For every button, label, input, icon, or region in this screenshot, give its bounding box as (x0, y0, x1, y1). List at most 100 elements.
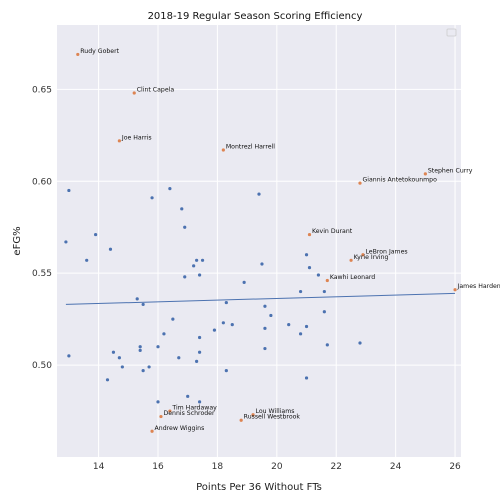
data-point (197, 350, 202, 354)
point-label: Montrezl Harrell (226, 144, 275, 151)
point-label: Russell Westbrook (244, 414, 301, 421)
data-point (94, 232, 98, 237)
labeled-data-point (325, 278, 329, 283)
x-tick-label: 22 (331, 462, 342, 472)
x-tick-label: 20 (271, 462, 283, 472)
data-point (325, 343, 329, 347)
data-point (257, 192, 261, 196)
x-tick-label: 24 (390, 462, 402, 472)
data-point (195, 258, 199, 262)
data-point (304, 253, 309, 257)
point-label: LeBron James (365, 248, 407, 255)
data-point (316, 273, 321, 277)
gridlines (57, 25, 461, 457)
data-point (260, 262, 264, 266)
data-point (322, 310, 326, 314)
data-point (197, 273, 202, 277)
labeled-data-point (453, 288, 457, 292)
labeled-data-point (168, 409, 172, 413)
x-tick-label: 14 (93, 462, 105, 472)
x-tick-label: 18 (212, 462, 224, 472)
data-point (200, 258, 205, 262)
labeled-data-point (150, 429, 154, 433)
labeled-data-point (358, 181, 362, 185)
data-point (171, 317, 175, 321)
point-label: James Harden (457, 283, 500, 290)
data-point (117, 356, 121, 360)
x-axis-ticks: 14 16 18 20 22 24 26 (93, 462, 461, 472)
data-point (150, 196, 154, 200)
point-label: Rudy Gobert (80, 48, 119, 55)
point-label: Kyrie Irving (354, 254, 389, 261)
data-point (304, 376, 309, 380)
y-tick-label: 0.50 (32, 361, 52, 371)
data-point (195, 359, 199, 364)
labeled-data-point (117, 139, 121, 143)
point-label: Joe Harris (121, 134, 152, 141)
trend-line (65, 292, 456, 305)
data-point (224, 300, 228, 305)
data-point (269, 313, 273, 318)
data-point (197, 335, 202, 340)
y-tick-label: 0.60 (32, 177, 52, 187)
data-point (287, 323, 291, 327)
y-tick-label: 0.55 (32, 269, 52, 279)
point-label: Giannis Antetokounmpo (363, 177, 438, 184)
data-point (120, 365, 124, 369)
point-label: Clint Capela (137, 87, 175, 94)
data-point (168, 187, 172, 191)
data-point (307, 266, 312, 270)
data-point (358, 341, 362, 345)
labeled-data-point (76, 52, 80, 57)
data-point (230, 323, 234, 327)
point-label: Kawhi Leonard (330, 274, 375, 281)
data-point (162, 332, 166, 336)
data-point (141, 302, 145, 307)
y-axis-ticks: 0.50 0.55 0.60 0.65 (32, 85, 52, 371)
labeled-data-point (349, 258, 353, 262)
data-point (263, 304, 267, 308)
data-point (156, 400, 160, 404)
data-point (186, 394, 190, 398)
data-point (105, 378, 110, 382)
point-label: Kevin Durant (312, 228, 353, 235)
data-point (221, 321, 225, 325)
y-axis-title: eFG% (12, 226, 23, 255)
data-point (304, 324, 309, 329)
data-point (263, 326, 267, 330)
chart-title: 2018-19 Regular Season Scoring Efficienc… (148, 11, 363, 22)
data-point (197, 400, 202, 404)
data-point (138, 345, 142, 349)
labeled-data-point (423, 172, 427, 176)
data-point (85, 258, 89, 262)
x-axis-title: Points Per 36 Without FTs (196, 482, 322, 493)
data-point (192, 264, 196, 268)
data-point (263, 346, 267, 351)
data-point (138, 348, 142, 352)
labeled-data-point (361, 253, 365, 257)
data-point (67, 354, 71, 358)
data-point (322, 289, 326, 294)
data-point (147, 365, 151, 369)
data-point (177, 356, 181, 360)
labeled-data-point (307, 232, 312, 237)
point-label: Lou Williams (256, 408, 295, 415)
x-tick-label: 16 (152, 462, 164, 472)
data-point (141, 369, 145, 373)
data-point (298, 289, 303, 294)
data-point (224, 369, 228, 373)
y-tick-label: 0.65 (32, 85, 52, 95)
point-label: Tim Hardaway (171, 405, 217, 412)
labeled-data-point (221, 148, 225, 152)
x-tick-label: 26 (449, 462, 461, 472)
data-point (108, 247, 113, 251)
data-points (64, 52, 457, 433)
data-point (180, 207, 184, 211)
data-point (67, 188, 71, 193)
data-point (242, 280, 246, 284)
data-point (156, 345, 160, 349)
data-point (183, 275, 187, 279)
data-point (183, 225, 187, 229)
labeled-data-point (132, 91, 136, 95)
